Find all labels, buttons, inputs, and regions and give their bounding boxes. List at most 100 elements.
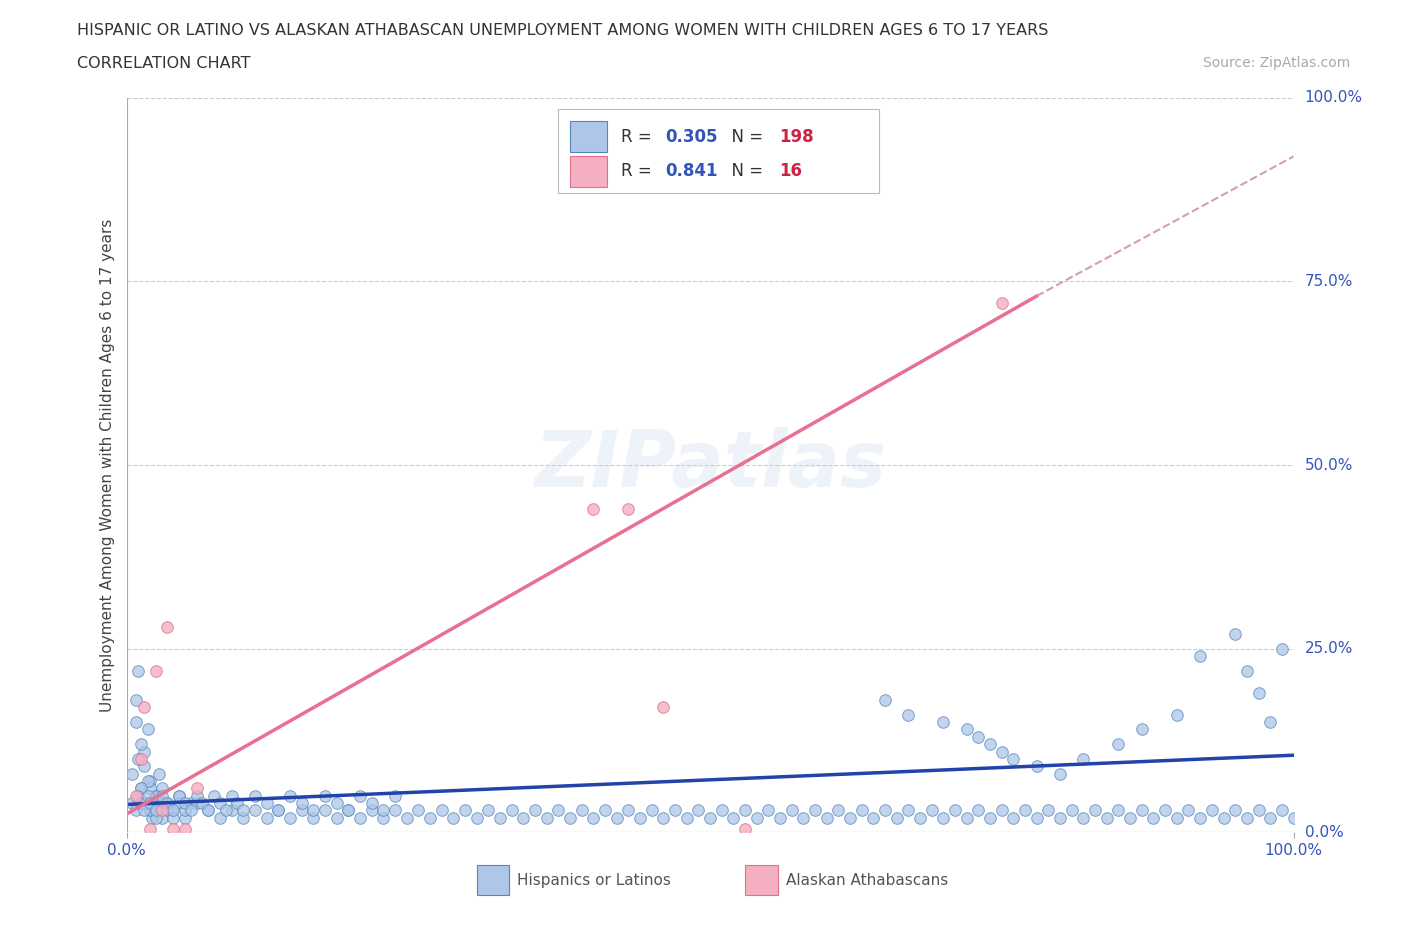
Point: [827, 803, 849, 817]
Point: [127, 751, 149, 766]
Point: [180, 795, 202, 810]
Text: 75.0%: 75.0%: [1305, 273, 1353, 289]
Point: [441, 810, 464, 825]
Point: [1073, 810, 1095, 825]
Point: [132, 759, 155, 774]
Point: [167, 789, 190, 804]
Point: [139, 781, 162, 796]
Point: [232, 803, 254, 817]
Point: [132, 803, 155, 817]
Point: [139, 803, 162, 817]
Point: [956, 722, 979, 737]
Point: [1189, 648, 1212, 663]
Point: [202, 789, 225, 804]
Point: [1154, 803, 1177, 817]
Point: [699, 810, 721, 825]
Point: [1130, 722, 1153, 737]
Point: [1095, 810, 1118, 825]
Point: [967, 729, 990, 744]
Point: [886, 810, 908, 825]
Point: [156, 619, 179, 634]
Point: [150, 781, 173, 796]
Point: [932, 810, 955, 825]
Point: [1025, 810, 1047, 825]
Point: [180, 803, 202, 817]
Point: [243, 789, 266, 804]
Point: [125, 693, 148, 708]
Point: [156, 803, 179, 817]
Point: [688, 803, 710, 817]
Point: [641, 803, 664, 817]
Point: [191, 795, 214, 810]
Point: [1223, 803, 1246, 817]
Point: [360, 795, 382, 810]
Point: [141, 803, 163, 817]
Point: [267, 803, 290, 817]
Point: [136, 722, 159, 737]
Bar: [745, 866, 778, 895]
Point: [150, 789, 173, 804]
Point: [932, 714, 955, 729]
Point: [256, 795, 278, 810]
Point: [125, 803, 148, 817]
Text: 100.0%: 100.0%: [1305, 90, 1362, 105]
Point: [136, 789, 159, 804]
Point: [547, 803, 569, 817]
Point: [278, 810, 301, 825]
Point: [921, 803, 943, 817]
Point: [145, 789, 167, 804]
Point: [699, 149, 721, 164]
Point: [815, 810, 838, 825]
Point: [314, 803, 336, 817]
Point: [349, 789, 371, 804]
Bar: [569, 155, 607, 187]
Point: [862, 810, 884, 825]
Point: [129, 795, 152, 810]
Point: [408, 803, 430, 817]
Point: [384, 803, 406, 817]
Point: [990, 803, 1012, 817]
Point: [215, 803, 238, 817]
Point: [150, 803, 173, 817]
Point: [628, 810, 651, 825]
Point: [208, 810, 231, 825]
Point: [395, 810, 418, 825]
Point: [1223, 627, 1246, 642]
Point: [652, 700, 675, 715]
Point: [990, 744, 1012, 759]
Point: [167, 789, 190, 804]
Point: [477, 803, 499, 817]
Point: [1166, 708, 1188, 723]
Point: [897, 708, 920, 723]
Point: [1212, 810, 1234, 825]
Point: [875, 803, 897, 817]
Point: [139, 803, 162, 817]
Point: [1166, 810, 1188, 825]
Text: N =: N =: [720, 162, 768, 180]
Point: [127, 795, 149, 810]
Text: 0.305: 0.305: [665, 127, 718, 146]
Point: [132, 795, 155, 810]
Point: [1049, 766, 1071, 781]
Text: 0.841: 0.841: [665, 162, 718, 180]
Point: [153, 795, 176, 810]
Point: [197, 803, 219, 817]
Point: [186, 781, 208, 796]
Point: [501, 803, 523, 817]
Point: [1002, 751, 1025, 766]
Point: [512, 810, 534, 825]
Point: [125, 789, 148, 804]
Point: [145, 789, 167, 804]
Point: [419, 810, 441, 825]
Point: [769, 810, 792, 825]
Point: [710, 803, 733, 817]
Point: [162, 803, 184, 817]
Point: [956, 810, 979, 825]
Point: [186, 795, 208, 810]
Point: [734, 821, 756, 836]
Point: [967, 803, 990, 817]
Text: R =: R =: [621, 127, 658, 146]
Point: [360, 803, 382, 817]
Point: [664, 803, 686, 817]
Point: [174, 803, 197, 817]
